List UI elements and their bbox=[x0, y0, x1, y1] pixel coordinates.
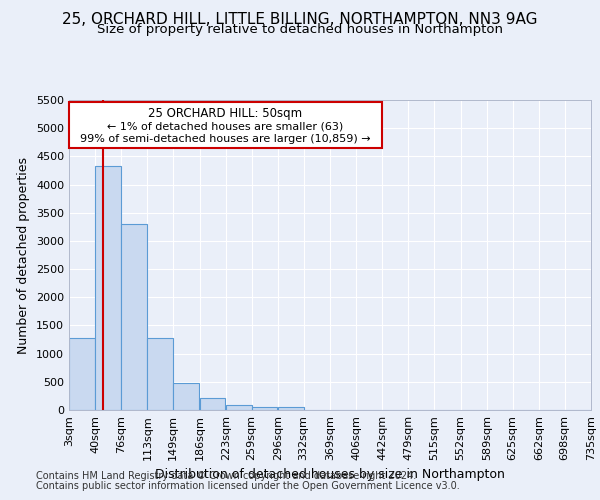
X-axis label: Distribution of detached houses by size in Northampton: Distribution of detached houses by size … bbox=[155, 468, 505, 481]
Bar bbox=[121, 224, 147, 410]
Y-axis label: Number of detached properties: Number of detached properties bbox=[17, 156, 31, 354]
Text: 99% of semi-detached houses are larger (10,859) →: 99% of semi-detached houses are larger (… bbox=[80, 134, 371, 144]
Bar bbox=[278, 407, 304, 410]
Bar bbox=[173, 383, 199, 410]
Bar bbox=[148, 338, 173, 410]
Bar bbox=[199, 398, 225, 410]
Text: ← 1% of detached houses are smaller (63): ← 1% of detached houses are smaller (63) bbox=[107, 122, 344, 132]
Text: 25, ORCHARD HILL, LITTLE BILLING, NORTHAMPTON, NN3 9AG: 25, ORCHARD HILL, LITTLE BILLING, NORTHA… bbox=[62, 12, 538, 28]
FancyBboxPatch shape bbox=[69, 102, 382, 148]
Text: Contains HM Land Registry data © Crown copyright and database right 2024.: Contains HM Land Registry data © Crown c… bbox=[36, 471, 416, 481]
Text: 25 ORCHARD HILL: 50sqm: 25 ORCHARD HILL: 50sqm bbox=[148, 107, 302, 120]
Bar bbox=[251, 406, 277, 410]
Bar bbox=[226, 405, 251, 410]
Bar bbox=[69, 338, 95, 410]
Bar bbox=[95, 166, 121, 410]
Text: Size of property relative to detached houses in Northampton: Size of property relative to detached ho… bbox=[97, 22, 503, 36]
Text: Contains public sector information licensed under the Open Government Licence v3: Contains public sector information licen… bbox=[36, 481, 460, 491]
